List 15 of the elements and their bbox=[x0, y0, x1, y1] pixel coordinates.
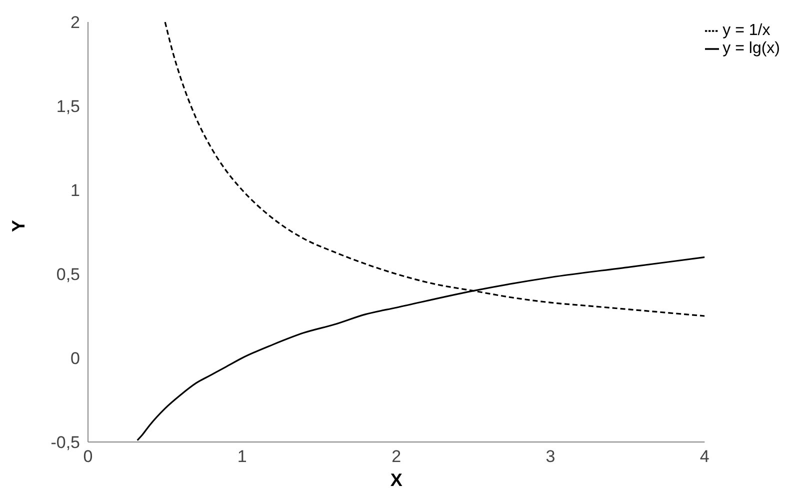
legend-label: y = lg(x) bbox=[722, 40, 780, 57]
y-tick-label: 1 bbox=[70, 181, 80, 200]
y-tick-label: -0,5 bbox=[50, 433, 80, 452]
y-axis-title: Y bbox=[8, 220, 28, 232]
x-tick-label: 1 bbox=[237, 447, 247, 466]
legend-label: y = 1/x bbox=[722, 22, 770, 39]
y-tick-label: 0 bbox=[70, 349, 80, 368]
x-tick-label: 0 bbox=[83, 447, 93, 466]
x-tick-label: 2 bbox=[392, 447, 402, 466]
x-tick-label: 3 bbox=[546, 447, 556, 466]
y-tick-label: 1,5 bbox=[56, 97, 80, 116]
x-tick-label: 4 bbox=[700, 447, 710, 466]
y-tick-label: 2 bbox=[70, 13, 80, 32]
y-tick-label: 0,5 bbox=[56, 265, 80, 284]
x-axis-title: X bbox=[390, 470, 402, 490]
